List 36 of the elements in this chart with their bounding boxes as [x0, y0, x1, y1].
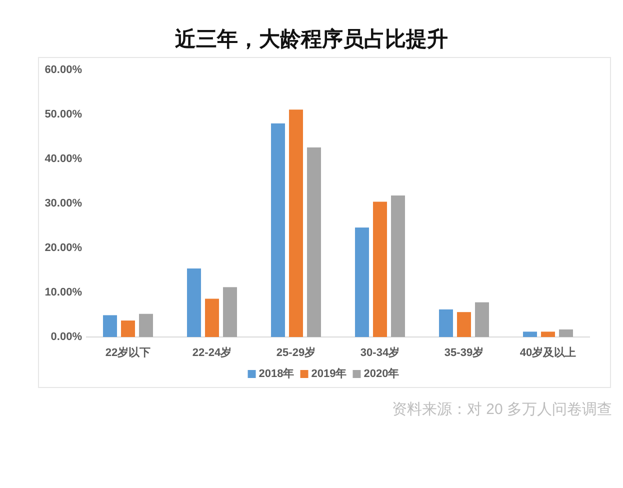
- bar: [541, 332, 555, 337]
- y-tick-label: 40.00%: [44, 152, 82, 165]
- y-tick-label: 30.00%: [44, 197, 82, 210]
- bar: [355, 228, 369, 337]
- y-tick-label: 20.00%: [44, 242, 82, 254]
- bar: [457, 312, 471, 337]
- bar: [271, 123, 285, 337]
- bar: [121, 320, 135, 337]
- bar: [373, 202, 387, 337]
- bar: [205, 298, 219, 337]
- x-tick-label: 35-39岁: [444, 346, 484, 359]
- bar: [223, 287, 237, 337]
- bar: [307, 147, 321, 337]
- y-tick-label: 0.00%: [50, 330, 82, 343]
- bar: [187, 268, 201, 337]
- bar: [103, 315, 117, 337]
- x-tick-label: 25-29岁: [276, 346, 316, 359]
- bar: [289, 110, 303, 337]
- x-tick-label: 22岁以下: [105, 346, 151, 359]
- y-tick-label: 10.00%: [44, 286, 82, 298]
- bar: [391, 195, 405, 337]
- x-tick-label: 30-34岁: [360, 346, 400, 359]
- legend-label: 2018年: [258, 366, 294, 380]
- bar: [475, 302, 489, 337]
- bar: [439, 309, 453, 337]
- bar: [559, 329, 573, 337]
- text: 资料来源：对 20 多万人问卷调查: [392, 401, 612, 418]
- bar: [523, 332, 537, 337]
- chart-title: 近三年，大龄程序员占比提升: [174, 27, 448, 51]
- legend-label: 2020年: [364, 366, 400, 380]
- y-tick-label: 50.00%: [44, 108, 82, 120]
- y-tick-label: 60.00%: [44, 64, 82, 76]
- x-tick-label: 22-24岁: [192, 346, 232, 359]
- x-tick-label: 40岁及以上: [520, 346, 576, 359]
- legend-label: 2019年: [311, 366, 347, 380]
- bar: [139, 314, 153, 337]
